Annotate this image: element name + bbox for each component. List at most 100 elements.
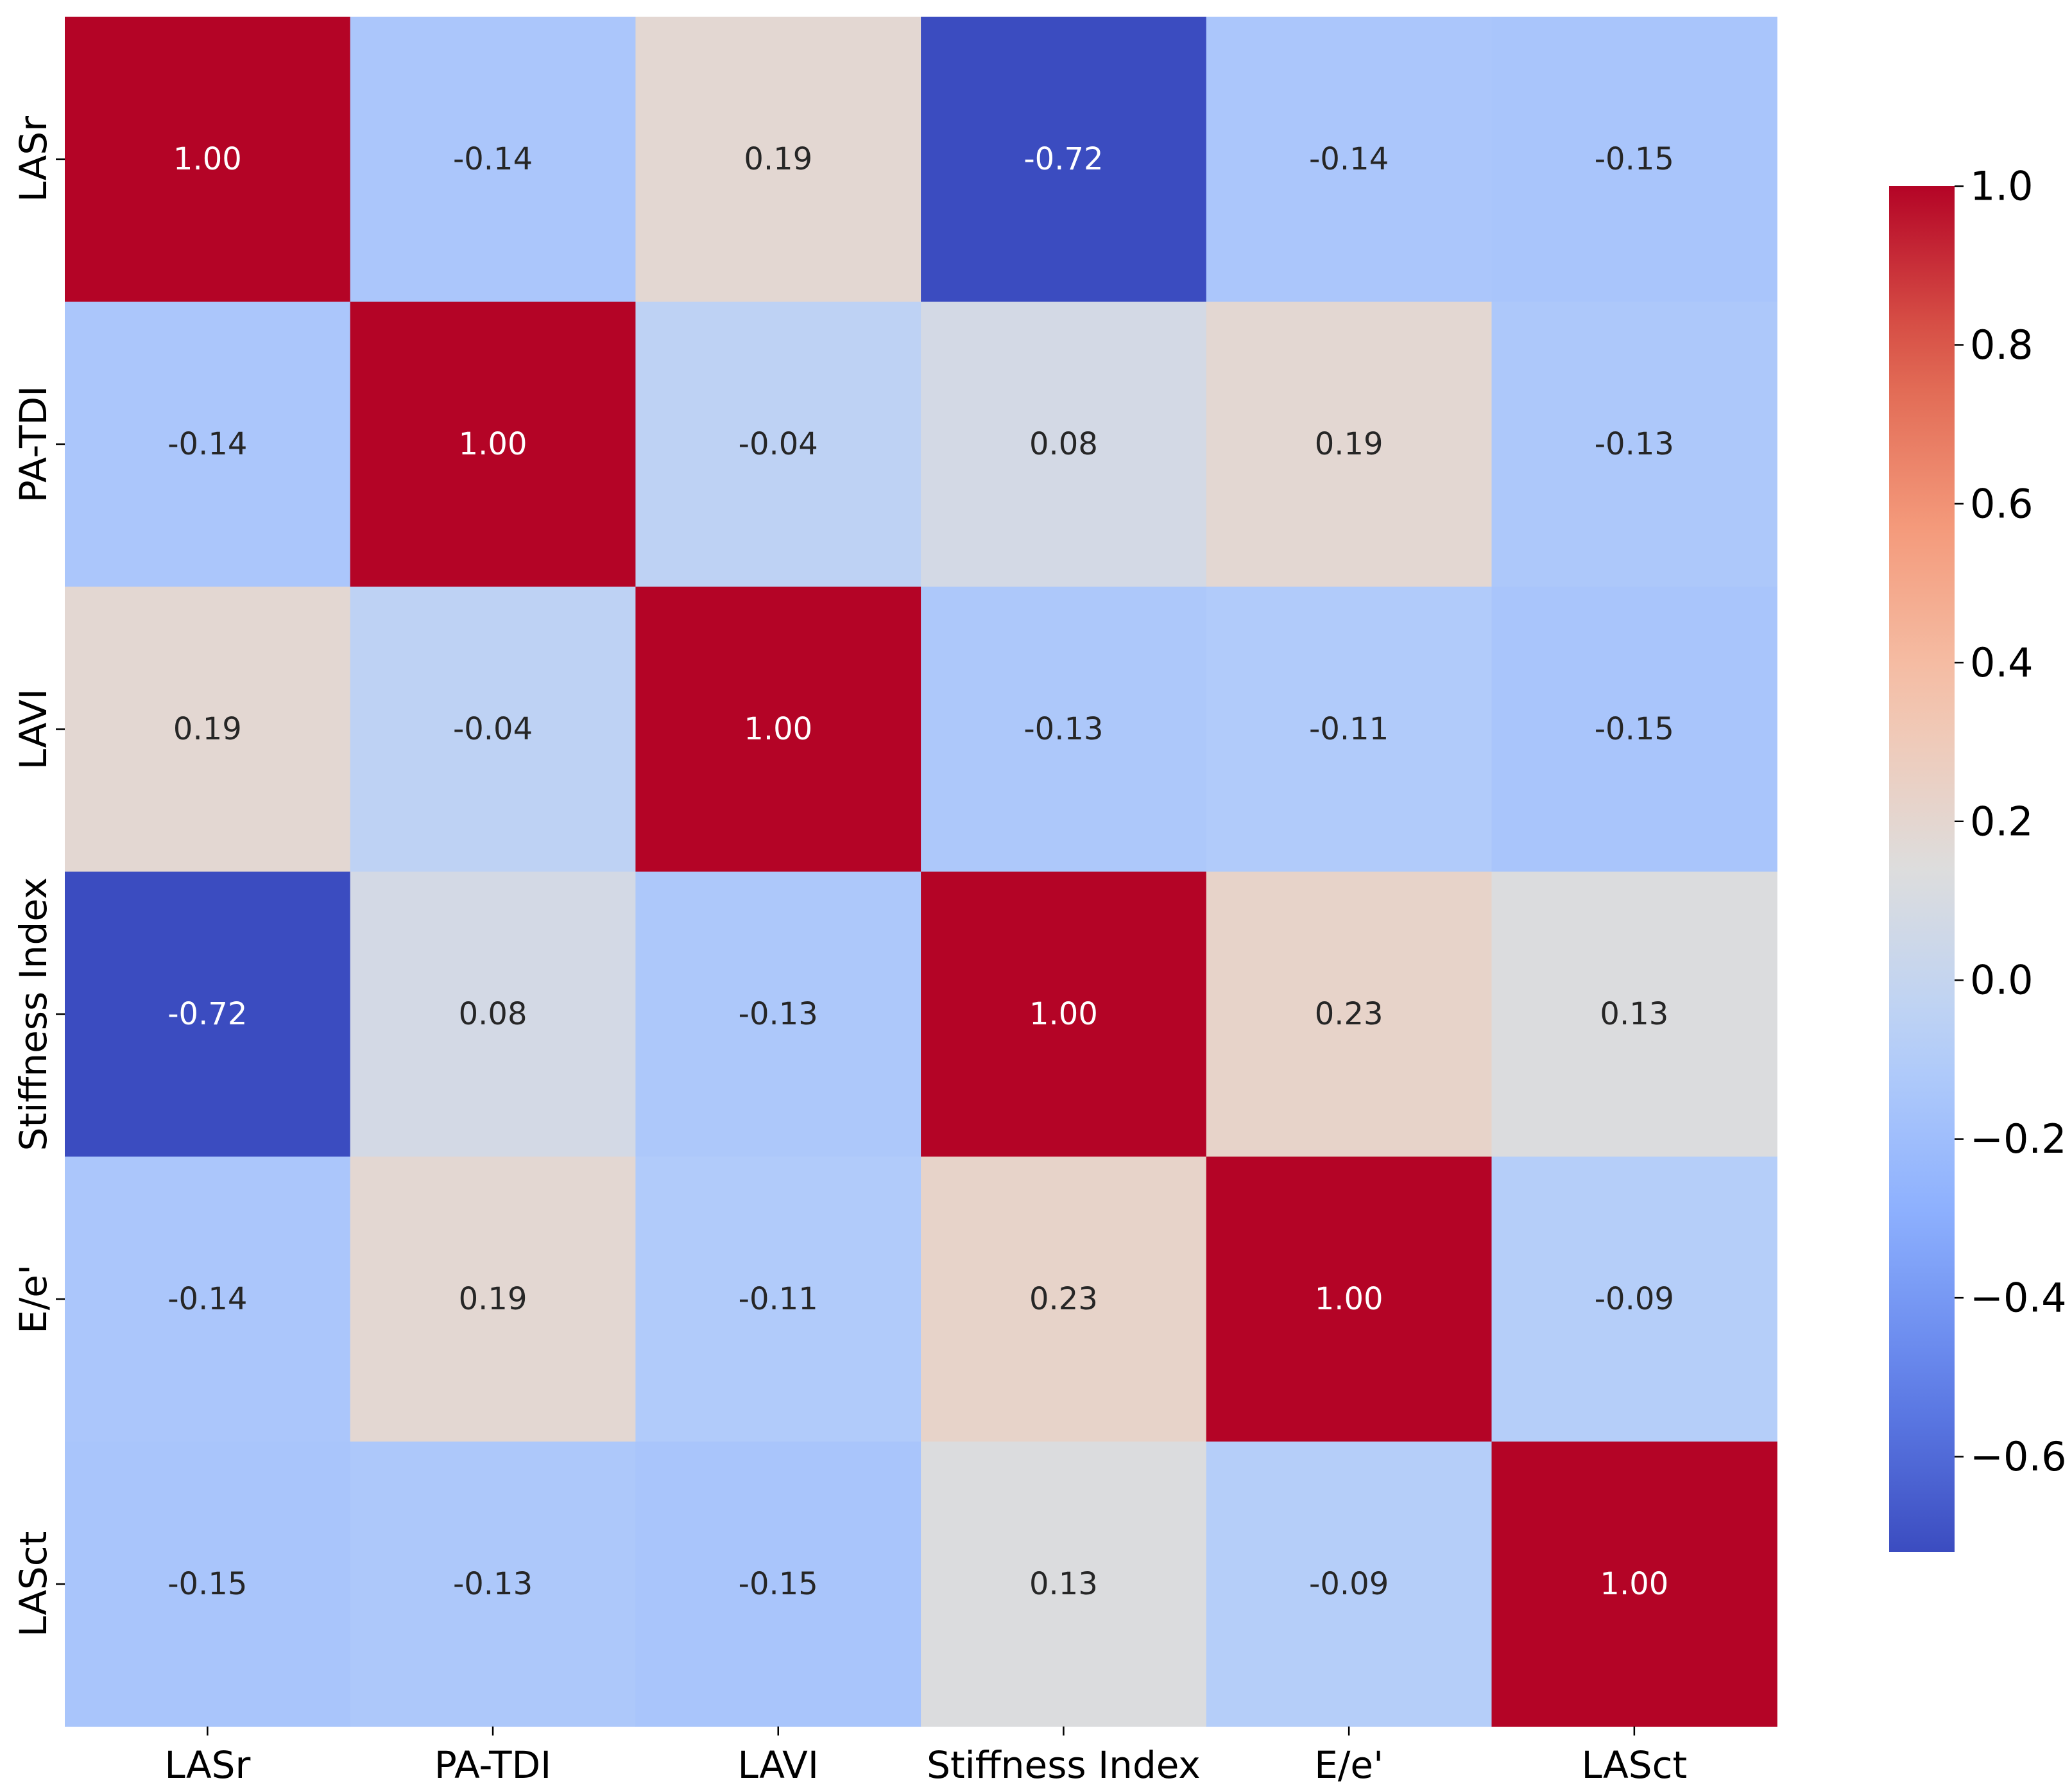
cell-4-1 xyxy=(350,1157,636,1442)
heatmap-cells xyxy=(65,17,1777,1727)
cell-0-2 xyxy=(635,17,921,302)
cell-value-5-1: -0.13 xyxy=(453,1566,533,1602)
heatmap-value-labels: 1.00 -0.14 0.19 -0.72 -0.14 -0.15 -0.14 1.00 -0.… xyxy=(167,141,1674,1602)
colorbar-tick-label-3: 0.4 xyxy=(1970,639,2033,686)
y-tick-label-4: E/e' xyxy=(12,1264,55,1334)
cell-2-5 xyxy=(1491,587,1777,872)
cell-1-1 xyxy=(350,302,636,587)
cell-5-4 xyxy=(1206,1442,1493,1727)
y-tick-label-2: LAVI xyxy=(12,689,55,770)
colorbar-tick-label-0: 1.0 xyxy=(1970,163,2033,210)
y-tick-label-0: LASr xyxy=(12,116,55,202)
cell-value-2-4: -0.11 xyxy=(1309,711,1389,747)
cell-4-3 xyxy=(921,1157,1207,1442)
cell-value-2-2: 1.00 xyxy=(744,711,812,747)
cell-value-5-4: -0.09 xyxy=(1309,1566,1389,1602)
x-tick-label-2: LAVI xyxy=(738,1743,819,1783)
cell-1-0 xyxy=(65,302,351,587)
cell-value-0-0: 1.00 xyxy=(173,141,242,177)
x-axis: LASr PA-TDI LAVI Stiffness Index E/e' LASct xyxy=(164,1727,1687,1783)
colorbar-tick-label-8: −0.6 xyxy=(1970,1433,2067,1480)
colorbar-gradient xyxy=(1889,186,1955,1552)
cell-5-5 xyxy=(1491,1442,1777,1727)
colorbar-tick-label-7: −0.4 xyxy=(1970,1275,2067,1322)
y-axis: LASr PA-TDI LAVI Stiffness Index E/e' LASct xyxy=(12,116,65,1637)
cell-value-1-1: 1.00 xyxy=(459,426,527,462)
colorbar-tick-label-1: 0.8 xyxy=(1970,322,2033,368)
cell-value-0-4: -0.14 xyxy=(1309,141,1389,177)
y-tick-label-5: LASct xyxy=(12,1531,55,1637)
colorbar-tick-label-5: 0.0 xyxy=(1970,957,2033,1004)
x-tick-label-0: LASr xyxy=(164,1743,250,1783)
x-tick-label-1: PA-TDI xyxy=(434,1743,551,1783)
cell-3-5 xyxy=(1491,872,1777,1157)
cell-value-0-1: -0.14 xyxy=(453,141,533,177)
cell-value-4-4: 1.00 xyxy=(1315,1281,1383,1317)
x-tick-label-5: LASct xyxy=(1581,1743,1687,1783)
y-tick-label-1: PA-TDI xyxy=(12,386,55,503)
cell-1-5 xyxy=(1491,302,1777,587)
cell-0-1 xyxy=(350,17,636,302)
y-tick-label-3: Stiffness Index xyxy=(12,877,55,1151)
cell-0-4 xyxy=(1206,17,1493,302)
cell-value-2-0: 0.19 xyxy=(173,711,242,747)
cell-value-5-5: 1.00 xyxy=(1600,1566,1668,1602)
cell-value-0-5: -0.15 xyxy=(1595,141,1674,177)
cell-5-0 xyxy=(65,1442,351,1727)
colorbar-tick-label-6: −0.2 xyxy=(1970,1115,2067,1162)
cell-value-0-2: 0.19 xyxy=(744,141,812,177)
x-tick-label-3: Stiffness Index xyxy=(927,1743,1201,1783)
cell-1-3 xyxy=(921,302,1207,587)
cell-value-1-2: -0.04 xyxy=(739,426,818,462)
cell-5-3 xyxy=(921,1442,1207,1727)
cell-2-1 xyxy=(350,587,636,872)
cell-value-4-5: -0.09 xyxy=(1595,1281,1674,1317)
cell-3-4 xyxy=(1206,872,1493,1157)
cell-4-2 xyxy=(635,1157,921,1442)
cell-value-1-4: 0.19 xyxy=(1315,426,1383,462)
cell-value-1-3: 0.08 xyxy=(1029,426,1098,462)
cell-4-4 xyxy=(1206,1157,1493,1442)
cell-value-5-0: -0.15 xyxy=(167,1566,247,1602)
cell-value-5-3: 0.13 xyxy=(1029,1566,1098,1602)
cell-1-2 xyxy=(635,302,921,587)
cell-0-0 xyxy=(65,17,351,302)
cell-value-1-0: -0.14 xyxy=(167,426,247,462)
x-tick-label-4: E/e' xyxy=(1314,1743,1383,1783)
cell-2-4 xyxy=(1206,587,1493,872)
cell-5-1 xyxy=(350,1442,636,1727)
cell-2-3 xyxy=(921,587,1207,872)
cell-value-1-5: -0.13 xyxy=(1595,426,1674,462)
cell-value-3-3: 1.00 xyxy=(1029,996,1098,1032)
cell-value-2-5: -0.15 xyxy=(1595,711,1674,747)
cell-2-0 xyxy=(65,587,351,872)
cell-3-2 xyxy=(635,872,921,1157)
cell-4-0 xyxy=(65,1157,351,1442)
cell-value-3-5: 0.13 xyxy=(1600,996,1668,1032)
cell-value-3-2: -0.13 xyxy=(739,996,818,1032)
cell-3-3 xyxy=(921,872,1207,1157)
cell-value-3-0: -0.72 xyxy=(167,996,247,1032)
cell-value-4-0: -0.14 xyxy=(167,1281,247,1317)
colorbar-tick-label-2: 0.6 xyxy=(1970,480,2033,527)
cell-value-5-2: -0.15 xyxy=(739,1566,818,1602)
colorbar: 1.0 0.8 0.6 0.4 0.2 0.0 −0.2 −0.4 −0.6 xyxy=(1889,163,2067,1552)
cell-5-2 xyxy=(635,1442,921,1727)
cell-value-4-2: -0.11 xyxy=(739,1281,818,1317)
cell-4-5 xyxy=(1491,1157,1777,1442)
cell-value-3-1: 0.08 xyxy=(459,996,527,1032)
cell-value-2-1: -0.04 xyxy=(453,711,533,747)
cell-1-4 xyxy=(1206,302,1493,587)
cell-0-3 xyxy=(921,17,1207,302)
cell-value-4-1: 0.19 xyxy=(459,1281,527,1317)
cell-3-0 xyxy=(65,872,351,1157)
cell-0-5 xyxy=(1491,17,1777,302)
cell-2-2 xyxy=(635,587,921,872)
cell-value-2-3: -0.13 xyxy=(1023,711,1103,747)
cell-value-3-4: 0.23 xyxy=(1315,996,1383,1032)
cell-3-1 xyxy=(350,872,636,1157)
colorbar-tick-label-4: 0.2 xyxy=(1970,798,2033,845)
cell-value-4-3: 0.23 xyxy=(1029,1281,1098,1317)
cell-value-0-3: -0.72 xyxy=(1023,141,1103,177)
